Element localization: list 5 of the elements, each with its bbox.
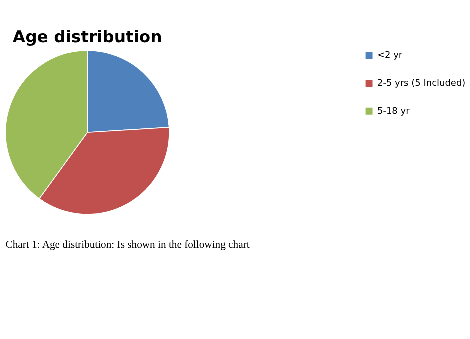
legend-label: <2 yr: [377, 51, 403, 62]
caption: Chart 1: Age distribution: Is shown in the following chart: [6, 240, 250, 252]
legend-label: 5-18 yr: [377, 106, 410, 117]
legend-label: 2-5 yrs (5 Included): [377, 78, 466, 89]
chart-title: Age distribution: [12, 28, 162, 47]
